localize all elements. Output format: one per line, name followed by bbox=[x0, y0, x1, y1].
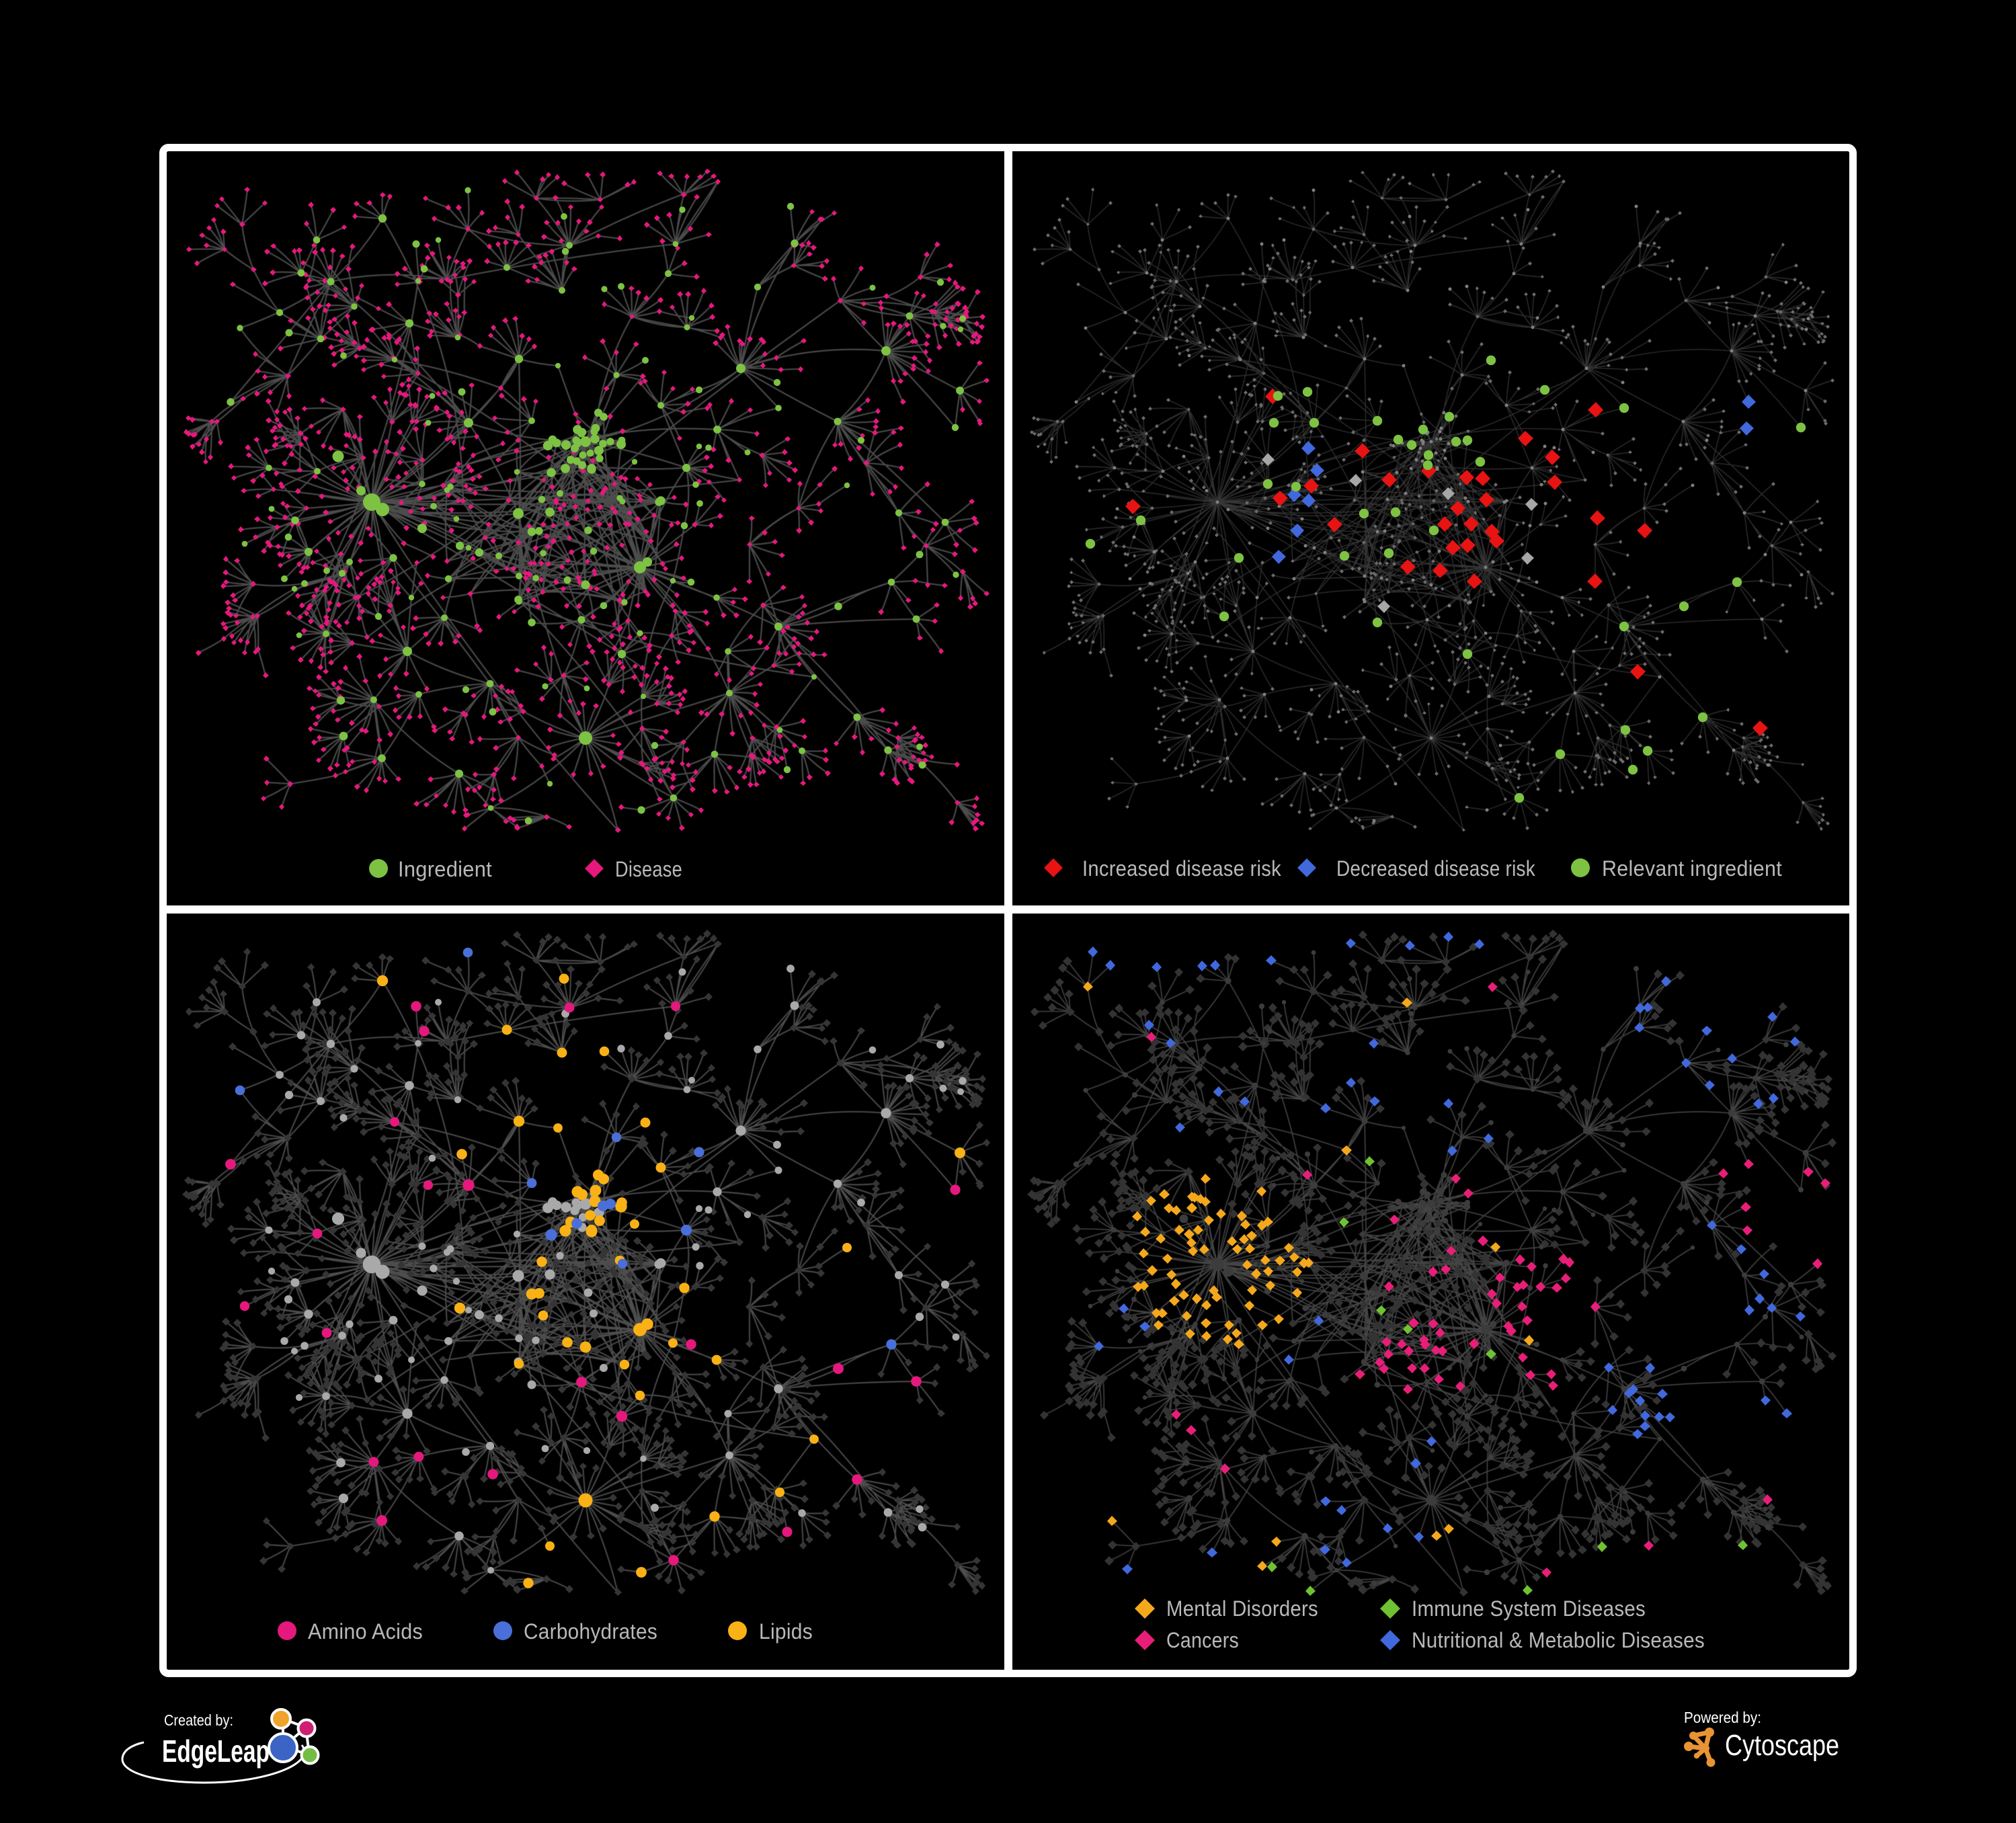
svg-text:Decreased disease risk: Decreased disease risk bbox=[1336, 856, 1536, 881]
svg-text:Immune System Diseases: Immune System Diseases bbox=[1412, 1596, 1646, 1621]
svg-text:Mental Disorders: Mental Disorders bbox=[1166, 1596, 1318, 1621]
svg-text:Powered by:: Powered by: bbox=[1684, 1709, 1761, 1726]
svg-text:Nutritional & Metabolic Diseas: Nutritional & Metabolic Diseases bbox=[1412, 1628, 1705, 1652]
svg-text:Lipids: Lipids bbox=[759, 1619, 813, 1644]
svg-text:Increased disease risk: Increased disease risk bbox=[1082, 856, 1282, 881]
svg-text:Ingredient: Ingredient bbox=[398, 857, 492, 881]
svg-text:Carbohydrates: Carbohydrates bbox=[524, 1619, 657, 1644]
svg-text:Disease: Disease bbox=[615, 857, 682, 881]
svg-text:Cytoscape: Cytoscape bbox=[1725, 1729, 1839, 1762]
svg-text:Relevant ingredient: Relevant ingredient bbox=[1602, 856, 1782, 881]
svg-text:EdgeLeap: EdgeLeap bbox=[162, 1734, 270, 1769]
svg-text:Cancers: Cancers bbox=[1166, 1628, 1239, 1652]
svg-text:Created by:: Created by: bbox=[164, 1711, 233, 1729]
svg-text:Amino Acids: Amino Acids bbox=[308, 1619, 423, 1644]
